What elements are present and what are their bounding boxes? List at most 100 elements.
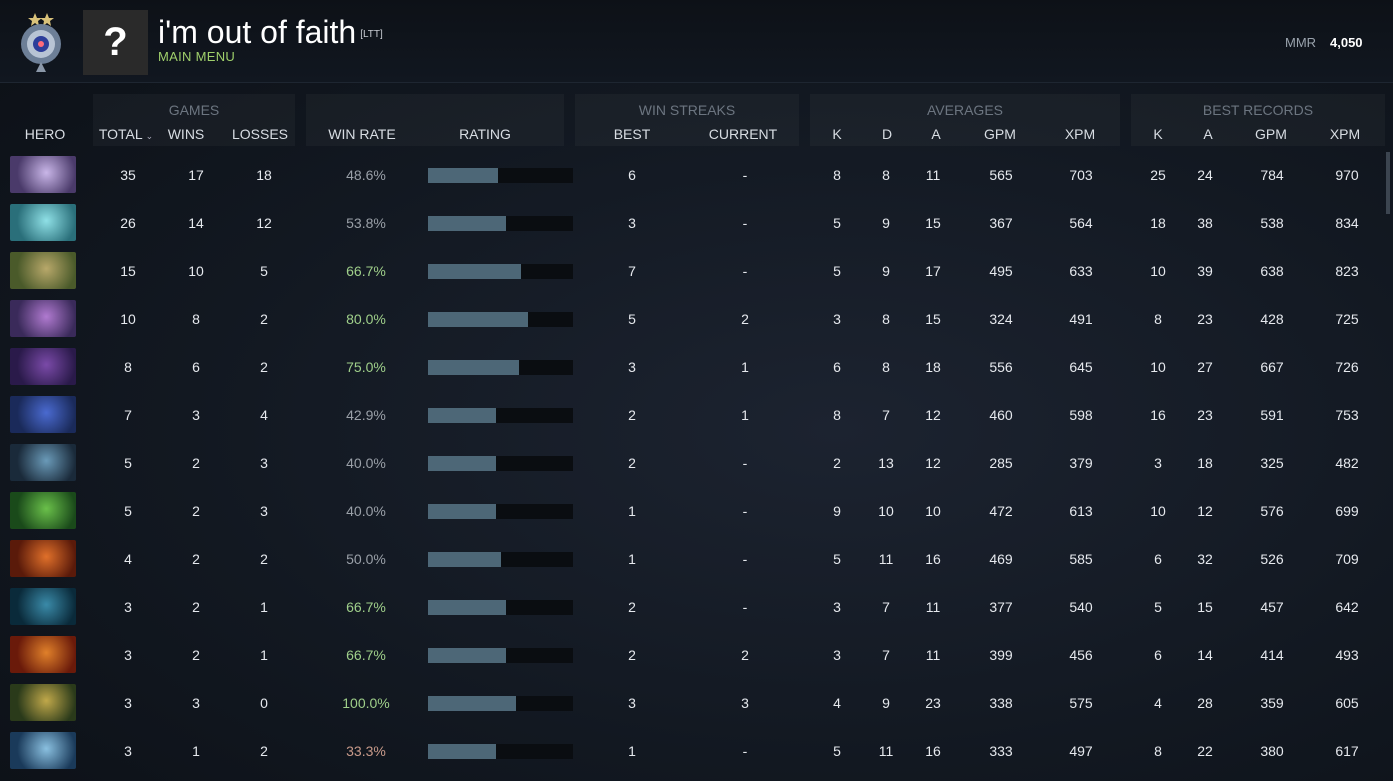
cell-avg-d: 8 bbox=[882, 311, 890, 327]
hero-portrait[interactable] bbox=[10, 492, 76, 529]
table-row[interactable]: 7 3 4 42.9% 2 1 8 7 12 460 598 16 23 591 753 bbox=[0, 391, 1385, 439]
table-row[interactable]: 4 2 2 50.0% 1 - 5 11 16 469 585 6 32 526 709 bbox=[0, 535, 1385, 583]
cell-avg-d: 7 bbox=[882, 599, 890, 615]
rating-bar bbox=[428, 360, 573, 375]
cell-best-a: 24 bbox=[1197, 167, 1213, 183]
col-best-gpm[interactable]: GPM bbox=[1255, 126, 1287, 142]
table-row[interactable]: 5 2 3 40.0% 1 - 9 10 10 472 613 10 12 576 699 bbox=[0, 487, 1385, 535]
col-rating[interactable]: RATING bbox=[459, 126, 511, 142]
col-best-a[interactable]: A bbox=[1203, 126, 1213, 142]
cell-avg-xpm: 379 bbox=[1069, 455, 1093, 471]
cell-total: 26 bbox=[120, 215, 136, 231]
col-best-k[interactable]: K bbox=[1153, 126, 1163, 142]
cell-best-xpm: 605 bbox=[1335, 695, 1359, 711]
cell-streak-current: - bbox=[742, 599, 748, 615]
cell-avg-a: 23 bbox=[925, 695, 941, 711]
cell-losses: 3 bbox=[260, 455, 268, 471]
hero-portrait[interactable] bbox=[10, 252, 76, 289]
cell-avg-k: 3 bbox=[833, 599, 841, 615]
table-row[interactable]: 3 2 1 66.7% 2 - 3 7 11 377 540 5 15 457 642 bbox=[0, 583, 1385, 631]
cell-avg-gpm: 472 bbox=[989, 503, 1013, 519]
cell-best-a: 15 bbox=[1197, 599, 1213, 615]
col-best-xpm[interactable]: XPM bbox=[1329, 126, 1361, 142]
player-name-text: i'm out of faith bbox=[158, 14, 357, 50]
cell-avg-xpm: 598 bbox=[1069, 407, 1093, 423]
hero-portrait[interactable] bbox=[10, 732, 76, 769]
cell-streak-best: 3 bbox=[628, 695, 636, 711]
hero-portrait[interactable] bbox=[10, 300, 76, 337]
col-total[interactable]: TOTAL ⌄ bbox=[86, 126, 166, 142]
cell-best-k: 8 bbox=[1154, 743, 1162, 759]
col-streak-current[interactable]: CURRENT bbox=[708, 126, 778, 142]
cell-avg-gpm: 565 bbox=[989, 167, 1013, 183]
main-menu-link[interactable]: MAIN MENU bbox=[158, 49, 236, 64]
col-avg-k[interactable]: K bbox=[832, 126, 842, 142]
cell-avg-k: 9 bbox=[833, 503, 841, 519]
col-avg-xpm[interactable]: XPM bbox=[1064, 126, 1096, 142]
cell-best-xpm: 753 bbox=[1335, 407, 1359, 423]
table-row[interactable]: 8 6 2 75.0% 3 1 6 8 18 556 645 10 27 667 726 bbox=[0, 343, 1385, 391]
scrollbar[interactable] bbox=[1386, 152, 1390, 214]
cell-avg-a: 12 bbox=[925, 455, 941, 471]
cell-wins: 2 bbox=[192, 551, 200, 567]
cell-avg-a: 11 bbox=[925, 599, 941, 615]
table-row[interactable]: 35 17 18 48.6% 6 - 8 8 11 565 703 25 24 784 970 bbox=[0, 151, 1385, 199]
hero-portrait[interactable] bbox=[10, 684, 76, 721]
hero-portrait[interactable] bbox=[10, 204, 76, 241]
col-avg-a[interactable]: A bbox=[931, 126, 941, 142]
rating-bar-fill bbox=[428, 360, 519, 375]
hero-portrait[interactable] bbox=[10, 540, 76, 577]
cell-avg-d: 11 bbox=[878, 551, 894, 567]
cell-win-rate: 42.9% bbox=[346, 407, 386, 423]
rating-bar bbox=[428, 744, 573, 759]
cell-avg-k: 5 bbox=[833, 551, 841, 567]
cell-avg-gpm: 469 bbox=[989, 551, 1013, 567]
cell-best-xpm: 970 bbox=[1335, 167, 1359, 183]
cell-best-gpm: 526 bbox=[1260, 551, 1284, 567]
cell-avg-xpm: 645 bbox=[1069, 359, 1093, 375]
table-row[interactable]: 3 3 0 100.0% 3 3 4 9 23 338 575 4 28 359 605 bbox=[0, 679, 1385, 727]
cell-streak-current: - bbox=[742, 455, 748, 471]
table-row[interactable]: 26 14 12 53.8% 3 - 5 9 15 367 564 18 38 538 834 bbox=[0, 199, 1385, 247]
cell-win-rate: 100.0% bbox=[342, 695, 390, 711]
cell-avg-d: 9 bbox=[882, 695, 890, 711]
table-row[interactable]: 5 2 3 40.0% 2 - 2 13 12 285 379 3 18 325 482 bbox=[0, 439, 1385, 487]
col-avg-gpm[interactable]: GPM bbox=[984, 126, 1016, 142]
cell-best-a: 38 bbox=[1197, 215, 1213, 231]
col-hero[interactable]: HERO bbox=[24, 126, 66, 142]
chevron-down-icon: ⌄ bbox=[145, 131, 154, 141]
hero-portrait[interactable] bbox=[10, 444, 76, 481]
cell-avg-k: 6 bbox=[833, 359, 841, 375]
hero-portrait[interactable] bbox=[10, 156, 76, 193]
hero-portrait[interactable] bbox=[10, 636, 76, 673]
table-row[interactable]: 3 2 1 66.7% 2 2 3 7 11 399 456 6 14 414 493 bbox=[0, 631, 1385, 679]
cell-best-k: 8 bbox=[1154, 311, 1162, 327]
table-row[interactable]: 15 10 5 66.7% 7 - 5 9 17 495 633 10 39 638 823 bbox=[0, 247, 1385, 295]
table-row[interactable]: 10 8 2 80.0% 5 2 3 8 15 324 491 8 23 428 725 bbox=[0, 295, 1385, 343]
cell-best-xpm: 493 bbox=[1335, 647, 1359, 663]
cell-best-a: 28 bbox=[1197, 695, 1213, 711]
cell-wins: 1 bbox=[192, 743, 200, 759]
hero-portrait[interactable] bbox=[10, 588, 76, 625]
cell-best-k: 3 bbox=[1154, 455, 1162, 471]
cell-win-rate: 48.6% bbox=[346, 167, 386, 183]
cell-wins: 2 bbox=[192, 647, 200, 663]
player-avatar[interactable]: ? bbox=[83, 10, 148, 75]
col-wins[interactable]: WINS bbox=[167, 126, 205, 142]
col-losses[interactable]: LOSSES bbox=[231, 126, 289, 142]
cell-best-xpm: 699 bbox=[1335, 503, 1359, 519]
hero-portrait[interactable] bbox=[10, 348, 76, 385]
cell-best-gpm: 428 bbox=[1260, 311, 1284, 327]
cell-streak-best: 7 bbox=[628, 263, 636, 279]
cell-avg-d: 10 bbox=[878, 503, 894, 519]
hero-portrait[interactable] bbox=[10, 396, 76, 433]
col-streak-best[interactable]: BEST bbox=[613, 126, 651, 142]
col-avg-d[interactable]: D bbox=[881, 126, 893, 142]
table-row[interactable]: 3 1 2 33.3% 1 - 5 11 16 333 497 8 22 380 617 bbox=[0, 727, 1385, 775]
cell-avg-k: 4 bbox=[833, 695, 841, 711]
cell-best-a: 14 bbox=[1197, 647, 1213, 663]
cell-best-gpm: 359 bbox=[1260, 695, 1284, 711]
cell-avg-gpm: 556 bbox=[989, 359, 1013, 375]
cell-avg-k: 3 bbox=[833, 311, 841, 327]
col-win-rate[interactable]: WIN RATE bbox=[328, 126, 396, 142]
